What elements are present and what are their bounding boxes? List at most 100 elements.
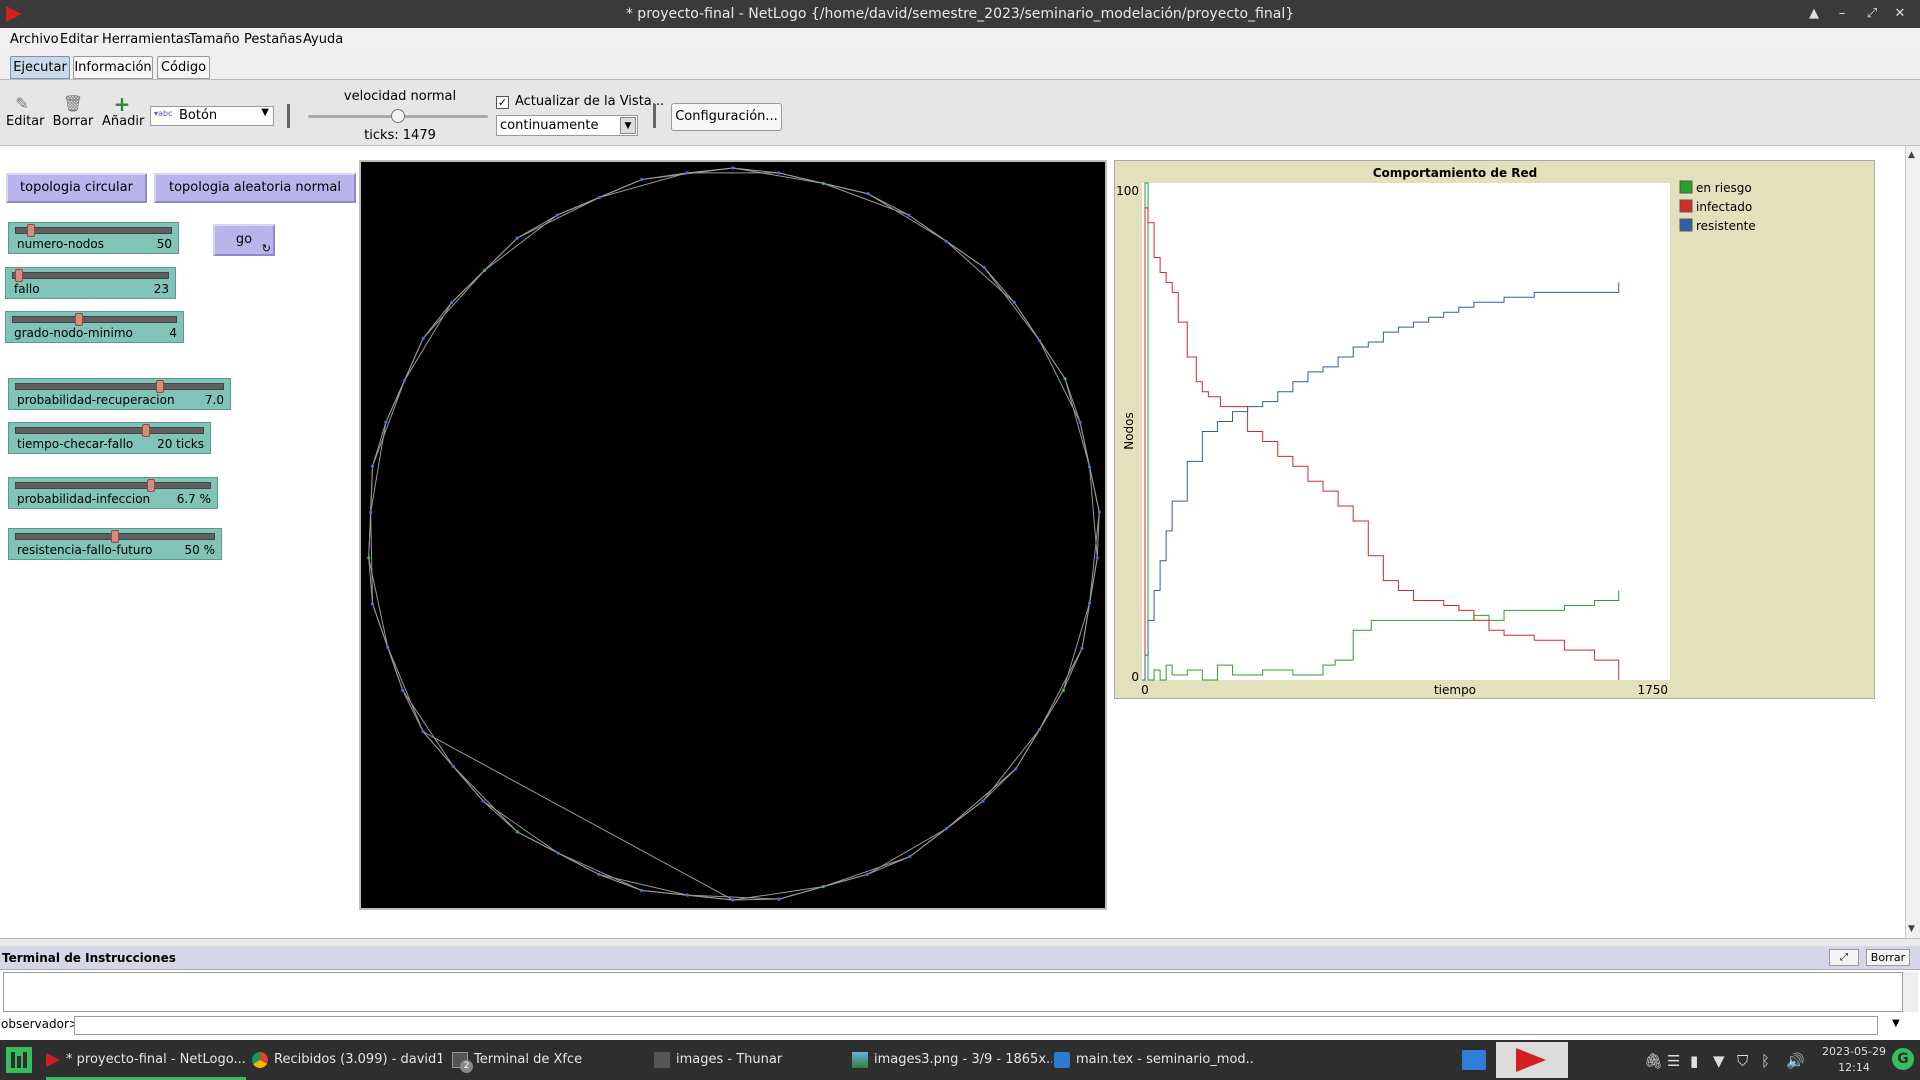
command-output-area[interactable] xyxy=(3,972,1903,1012)
button-widget-icon: ▾abc xyxy=(154,109,173,118)
task-label: images - Thunar xyxy=(676,1052,783,1067)
network-node xyxy=(982,265,986,270)
window-shade-icon[interactable]: ▲ xyxy=(1809,6,1819,21)
network-node xyxy=(731,166,735,170)
slider-grado-nodo-minimo[interactable]: grado-nodo-minimo 4 xyxy=(5,311,184,343)
menu-ayuda[interactable]: Ayuda xyxy=(303,32,344,47)
interface-vertical-scrollbar[interactable]: ▲ ▼ xyxy=(1905,146,1920,938)
clock[interactable]: 2023-05-29 12:14 xyxy=(1822,1044,1886,1076)
command-center-divider[interactable] xyxy=(0,938,1920,946)
menu-archivo[interactable]: Archivo xyxy=(10,32,59,47)
session-menu-icon[interactable]: G xyxy=(1892,1048,1914,1070)
network-link xyxy=(1089,511,1100,604)
network-node xyxy=(777,897,781,901)
tab-codigo[interactable]: Código xyxy=(157,56,210,79)
slider-value: 7.0 xyxy=(204,393,224,407)
edit-button[interactable]: ✎ Editar xyxy=(6,94,45,129)
command-prompt-label[interactable]: observador> xyxy=(1,1017,79,1031)
widget-type-select[interactable]: ▾abc Botón ▼ xyxy=(150,106,274,126)
workspace-1-icon[interactable] xyxy=(1462,1050,1486,1070)
network-node xyxy=(821,181,825,186)
legend-en-riesgo: en riesgo xyxy=(1696,181,1752,195)
menu-herramientas[interactable]: Herramientas xyxy=(102,32,191,47)
slider-numero-nodos[interactable]: numero-nodos 50 xyxy=(8,222,179,254)
slider-fallo[interactable]: fallo 23 xyxy=(5,267,176,299)
expand-command-center-button[interactable]: ⤢ xyxy=(1829,949,1859,966)
topologia-aleatoria-button[interactable]: topologia aleatoria normal xyxy=(154,173,356,203)
task-terminal[interactable]: Terminal de Xfce 2 xyxy=(452,1040,632,1080)
update-view-checkbox[interactable]: ✓ xyxy=(496,96,509,109)
window-minimize-icon[interactable]: – xyxy=(1838,6,1846,21)
speed-label: velocidad normal xyxy=(343,89,457,104)
menu-tamano[interactable]: Tamaño xyxy=(189,32,240,47)
menu-pestanas[interactable]: Pestañas xyxy=(244,32,303,47)
slider-label: resistencia-fallo-futuro xyxy=(17,543,153,557)
task-thunar[interactable]: images - Thunar xyxy=(654,1040,814,1080)
slider-value: 50 % xyxy=(184,543,216,557)
speed-slider-thumb[interactable] xyxy=(391,109,405,123)
update-mode-value: continuamente xyxy=(500,118,599,133)
go-button[interactable]: go ↻ xyxy=(213,224,275,256)
topologia-circular-button[interactable]: topologia circular xyxy=(6,173,147,203)
update-view-label: Actualizar de la Vista... xyxy=(515,94,665,109)
task-vscode[interactable]: main.tex - seminario_mod... xyxy=(1054,1040,1254,1080)
slider-tiempo-checar-fallo[interactable]: tiempo-checar-fallo 20 ticks xyxy=(8,422,211,454)
scroll-down-icon[interactable]: ▼ xyxy=(1908,924,1915,934)
network-link xyxy=(823,182,869,195)
tab-ejecutar[interactable]: Ejecutar xyxy=(10,56,70,79)
network-link xyxy=(983,267,1040,341)
slider-thumb[interactable] xyxy=(155,380,164,393)
task-netlogo[interactable]: * proyecto-final - NetLogo... xyxy=(46,1040,246,1080)
network-node xyxy=(865,872,869,876)
network-link xyxy=(557,852,642,891)
add-label: Añadir xyxy=(102,114,145,129)
clipboard-icon[interactable]: ☰ xyxy=(1667,1052,1681,1070)
updates-icon[interactable]: ⛉ xyxy=(1737,1052,1749,1070)
volume-icon[interactable]: 🔊 xyxy=(1786,1052,1805,1070)
slider-probabilidad-infeccion[interactable]: probabilidad-infeccion 6.7 % xyxy=(8,477,218,509)
world-view[interactable] xyxy=(359,160,1107,910)
whisker-menu-icon[interactable] xyxy=(6,1047,32,1073)
network-node xyxy=(640,177,644,182)
plot-comportamiento-de-red[interactable]: Comportamiento de Red 100 0 0 1750 tiemp… xyxy=(1114,160,1875,699)
add-button[interactable]: + Añadir xyxy=(102,94,145,129)
workspace-2-preview[interactable] xyxy=(1496,1042,1568,1078)
legend-swatch-resistente xyxy=(1679,218,1693,232)
command-output-scrollbar[interactable] xyxy=(1903,972,1918,1012)
chevron-down-icon: ▼ xyxy=(620,117,636,134)
delete-button[interactable]: 🗑 Borrar xyxy=(52,94,94,129)
history-dropdown-icon[interactable]: ▼ xyxy=(1892,1018,1900,1029)
menu-editar[interactable]: Editar xyxy=(60,32,99,47)
scroll-up-icon[interactable]: ▲ xyxy=(1908,150,1915,160)
task-image-viewer[interactable]: images3.png - 3/9 - 1865x... xyxy=(852,1040,1052,1080)
network-link xyxy=(422,270,485,339)
network-node xyxy=(1061,688,1065,693)
slider-value: 23 xyxy=(153,282,169,296)
clear-command-center-button[interactable]: Borrar xyxy=(1866,949,1910,966)
update-mode-select[interactable]: continuamente ▼ xyxy=(496,115,638,136)
window-close-icon[interactable]: ✕ xyxy=(1894,6,1906,21)
slider-thumb[interactable] xyxy=(26,224,35,237)
network-node xyxy=(401,688,405,693)
network-link xyxy=(1081,602,1091,649)
series-line-infectado xyxy=(1142,207,1620,681)
slider-thumb[interactable] xyxy=(111,530,119,543)
network-node xyxy=(370,464,375,468)
slider-resistencia-fallo-futuro[interactable]: resistencia-fallo-futuro 50 % xyxy=(8,528,222,560)
battery-icon[interactable]: ▮ xyxy=(1690,1052,1699,1070)
network-link xyxy=(387,646,424,732)
y-axis-label: Nodos xyxy=(1122,412,1136,450)
wifi-icon[interactable]: ▼ xyxy=(1713,1052,1725,1070)
slider-thumb[interactable] xyxy=(14,269,23,282)
bluetooth-icon[interactable]: ᛒ xyxy=(1761,1052,1771,1070)
slider-thumb[interactable] xyxy=(74,313,83,326)
slider-probabilidad-recuperacion[interactable]: probabilidad-recuperacion 7.0 xyxy=(8,378,231,410)
command-input[interactable] xyxy=(74,1016,1878,1035)
tab-informacion[interactable]: Información xyxy=(73,56,153,79)
settings-button[interactable]: Configuración... xyxy=(671,103,782,131)
task-browser[interactable]: Recibidos (3.099) - david1... xyxy=(252,1040,442,1080)
paperclip-icon[interactable]: 🖇 xyxy=(1644,1052,1664,1070)
window-maximize-icon[interactable]: ⤢ xyxy=(1866,6,1878,21)
slider-thumb[interactable] xyxy=(146,479,155,492)
slider-thumb[interactable] xyxy=(141,424,150,437)
